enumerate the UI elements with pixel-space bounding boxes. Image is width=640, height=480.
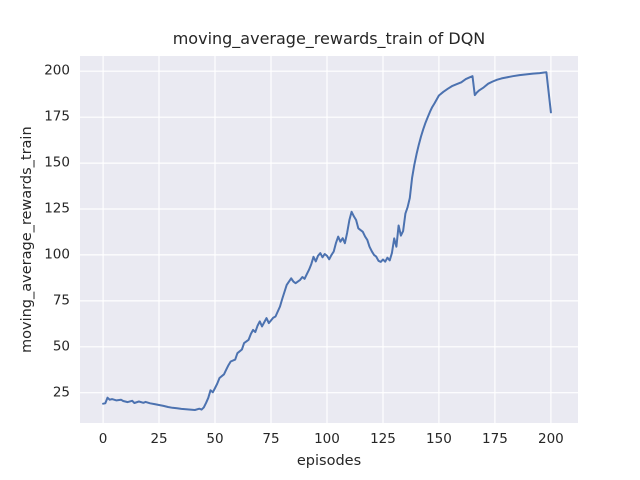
x-tick-label: 175 — [482, 431, 508, 447]
y-tick-label: 75 — [52, 292, 70, 309]
axes-background — [80, 56, 578, 423]
x-tick-label: 100 — [314, 431, 340, 447]
series-line-dqn — [102, 71, 552, 411]
x-axis-label: episodes — [296, 453, 362, 469]
x-tick-label: 125 — [370, 431, 396, 447]
x-tick-label: 50 — [206, 431, 224, 447]
x-tick-label: 200 — [538, 431, 564, 447]
y-tick-label: 150 — [44, 154, 70, 171]
y-tick-label: 50 — [52, 338, 70, 355]
y-tick-label: 200 — [44, 62, 70, 79]
y-tick-label: 125 — [44, 200, 70, 217]
y-tick-label: 100 — [44, 246, 70, 263]
x-tick-label: 75 — [262, 431, 280, 447]
plot-area — [80, 56, 578, 423]
y-tick-label: 25 — [52, 384, 70, 401]
x-tick-label: 0 — [98, 431, 108, 447]
x-tick-label: 25 — [150, 431, 168, 447]
y-tick-label: 175 — [44, 108, 70, 125]
chart-title: moving_average_rewards_train of DQN — [172, 29, 486, 48]
x-tick-label: 150 — [426, 431, 452, 447]
